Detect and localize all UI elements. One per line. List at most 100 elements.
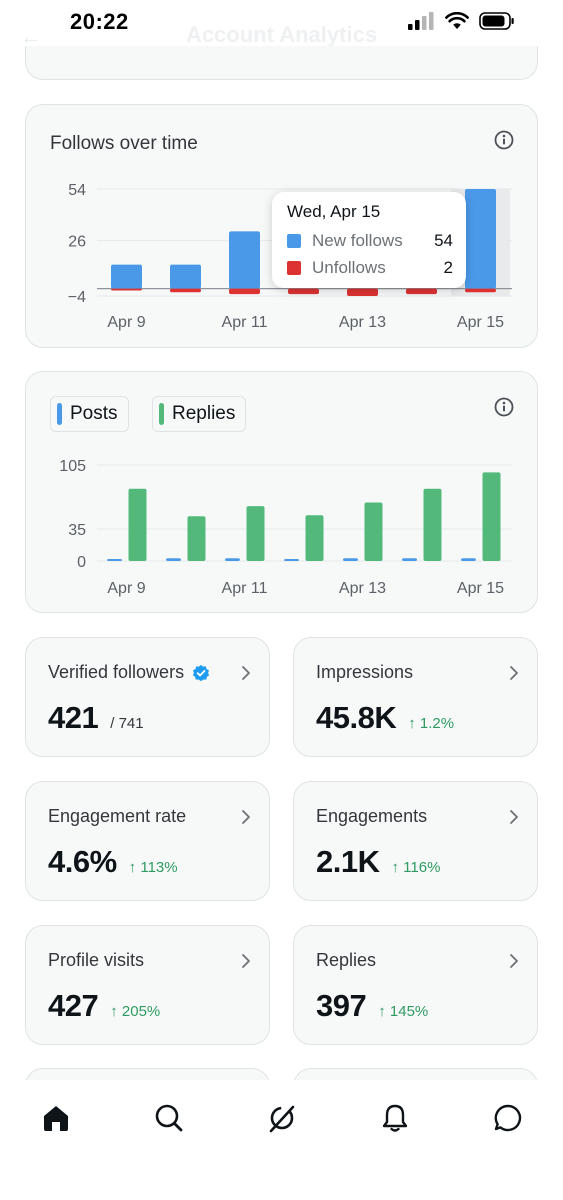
stat-delta: ↑ 145%: [378, 1003, 429, 1020]
x-tick-label: Apr 15: [457, 314, 504, 331]
new-follows-swatch: [287, 234, 301, 248]
tooltip-date: Wed, Apr 15: [287, 202, 381, 221]
chevron-right-icon: [510, 954, 518, 968]
stat-value: 421: [48, 700, 99, 735]
stat-card-replies[interactable]: Replies 397 ↑ 145%: [293, 925, 538, 1045]
tab-search[interactable]: [151, 1100, 187, 1136]
stat-value: 4.6%: [48, 844, 117, 879]
home-icon: [44, 1106, 68, 1131]
stat-value: 45.8K: [316, 700, 397, 735]
bar: [364, 502, 383, 561]
bar: [288, 288, 319, 295]
stat-title: Engagements: [316, 806, 428, 826]
bar: [229, 231, 260, 289]
y-tick-label: 26: [68, 234, 86, 251]
stat-value-row: 397 ↑ 145%: [316, 988, 428, 1024]
y-tick-label: 0: [77, 554, 86, 571]
chart-tooltip: Wed, Apr 15 New follows 54 Unfollows 2: [272, 192, 466, 288]
bar: [166, 558, 181, 561]
stat-delta: ↑ 205%: [110, 1003, 161, 1020]
tooltip-label: New follows: [312, 231, 403, 250]
bar: [406, 288, 437, 295]
legend-replies[interactable]: Replies: [152, 396, 247, 432]
stat-title: Replies: [316, 950, 377, 970]
bar: [187, 516, 206, 561]
stat-value: 2.1K: [316, 844, 380, 879]
grok-icon: [269, 1105, 295, 1133]
tooltip-row-unfollows: Unfollows 2: [287, 257, 453, 279]
stat-card-profile-visits[interactable]: Profile visits 427 ↑ 205%: [25, 925, 270, 1045]
tooltip-value: 2: [443, 258, 453, 277]
y-tick-label: 35: [68, 522, 86, 539]
stat-card-impressions[interactable]: Impressions 45.8K ↑ 1.2%: [293, 637, 538, 757]
bar: [347, 288, 378, 296]
replies-swatch: [159, 403, 164, 425]
bar: [305, 515, 324, 561]
chevron-right-icon: [242, 954, 250, 968]
follows-card-title: Follows over time: [50, 133, 198, 154]
tab-grok[interactable]: [264, 1100, 300, 1136]
chevron-right-icon: [510, 810, 518, 824]
stat-card-verified-followers[interactable]: Verified followers 421 / 741: [25, 637, 270, 757]
legend-label: Replies: [172, 403, 236, 424]
bar: [225, 558, 240, 561]
x-tick-label: Apr 13: [339, 314, 386, 331]
stat-card-engagements[interactable]: Engagements 2.1K ↑ 116%: [293, 781, 538, 901]
bar: [111, 264, 142, 289]
bar: [465, 288, 496, 293]
tooltip-label: Unfollows: [312, 258, 386, 277]
tab-home[interactable]: [38, 1100, 74, 1136]
unfollows-swatch: [287, 261, 301, 275]
chevron-right-icon: [242, 666, 250, 680]
stat-title: Verified followers: [48, 662, 210, 683]
stat-delta: ↑ 116%: [391, 859, 441, 876]
status-time: 20:22: [70, 9, 129, 34]
tooltip-row-new-follows: New follows 54: [287, 230, 453, 252]
status-bar: 20:22: [0, 0, 563, 46]
x-tick-label: Apr 9: [107, 580, 145, 597]
bar: [465, 189, 496, 289]
x-tick-label: Apr 11: [222, 314, 268, 331]
activity-card: Posts Replies: [25, 371, 538, 613]
stat-delta: ↑ 113%: [128, 859, 178, 876]
x-tick-label: Apr 11: [222, 580, 268, 597]
stat-delta: ↑ 1.2%: [408, 715, 455, 732]
bar: [229, 288, 260, 295]
activity-chart[interactable]: 105 35 0 Apr 9 Apr 11 Apr 13 Apr 15: [0, 0, 563, 620]
stat-title-text: Verified followers: [48, 662, 185, 682]
stat-value-row: 427 ↑ 205%: [48, 988, 160, 1024]
bar: [482, 472, 501, 561]
bar: [170, 288, 201, 293]
info-icon[interactable]: [493, 396, 515, 418]
tooltip-value: 54: [434, 231, 453, 250]
legend-label: Posts: [70, 403, 118, 424]
tab-notifications[interactable]: [377, 1100, 413, 1136]
y-tick-label: 105: [59, 458, 86, 475]
stat-total: / 741: [110, 715, 144, 732]
search-icon: [155, 1104, 183, 1132]
messages-icon: [494, 1104, 522, 1132]
stat-title: Profile visits: [48, 950, 145, 970]
info-icon[interactable]: [493, 129, 515, 151]
posts-swatch: [57, 403, 62, 425]
chevron-right-icon: [242, 810, 250, 824]
cellular-signal-icon: [408, 12, 434, 30]
stat-title: Engagement rate: [48, 806, 187, 826]
bar: [423, 488, 442, 561]
bar: [128, 488, 147, 561]
tab-messages[interactable]: [490, 1100, 526, 1136]
stat-value-row: 45.8K ↑ 1.2%: [316, 700, 454, 736]
x-tick-label: Apr 13: [339, 580, 386, 597]
bar: [170, 264, 201, 289]
stat-value: 397: [316, 988, 367, 1023]
stat-value-row: 4.6% ↑ 113%: [48, 844, 178, 880]
y-tick-label: 54: [68, 182, 86, 199]
status-icons: [407, 12, 515, 30]
stat-value-row: 421 / 741: [48, 700, 144, 736]
stat-value-row: 2.1K ↑ 116%: [316, 844, 440, 880]
legend-posts[interactable]: Posts: [50, 396, 129, 432]
bar: [284, 559, 299, 561]
stat-card-engagement-rate[interactable]: Engagement rate 4.6% ↑ 113%: [25, 781, 270, 901]
x-tick-label: Apr 15: [457, 580, 504, 597]
bar: [343, 558, 358, 561]
